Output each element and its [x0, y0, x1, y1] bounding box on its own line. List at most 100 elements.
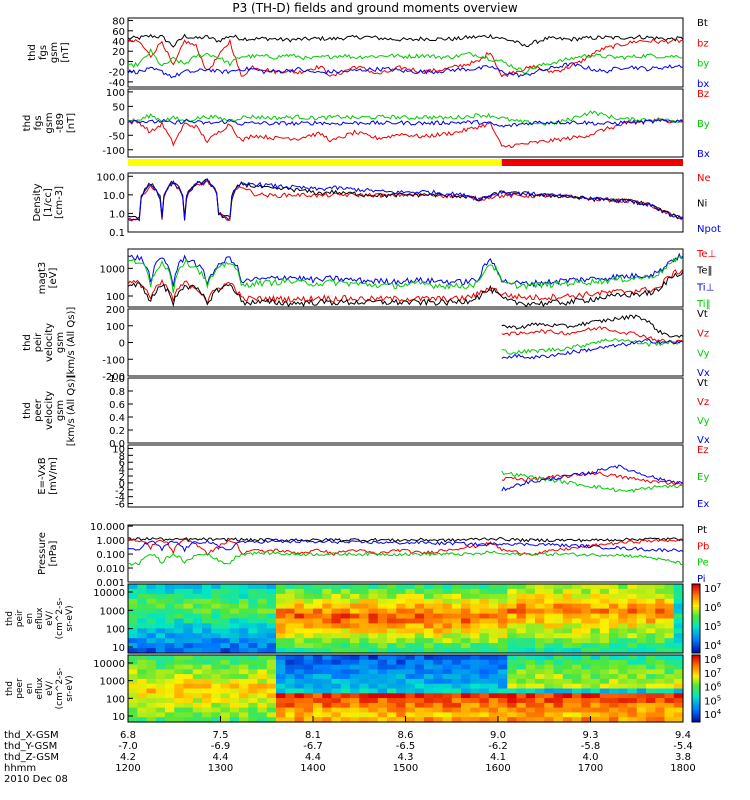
spectrogram-cell — [220, 588, 231, 595]
spectrogram-cell — [211, 608, 222, 615]
spectrogram-cell — [331, 603, 342, 610]
spectrogram-cell — [359, 717, 370, 723]
x-tick-label: 7.5 — [213, 730, 229, 741]
spectrogram-cell — [451, 655, 462, 661]
spectrogram-cell — [646, 643, 656, 649]
y-tick-label: 10 — [112, 712, 125, 723]
spectrogram-cell — [294, 712, 305, 718]
spectrogram-cell — [488, 598, 499, 605]
spectrogram-cell — [387, 593, 397, 600]
spectrogram-cell — [322, 669, 333, 675]
spectrogram-cell — [350, 674, 360, 680]
spectrogram-cell — [636, 674, 647, 680]
spectrogram-cell — [396, 593, 407, 600]
spectrogram-cell — [553, 683, 564, 690]
spectrogram-cell — [599, 618, 610, 624]
spectrogram-cell — [461, 664, 471, 670]
colorbar-cell — [692, 646, 700, 649]
spectrogram-cell — [405, 638, 416, 644]
spectrogram-cell — [396, 598, 407, 605]
spectrogram-cell — [396, 655, 407, 661]
spectrogram-cell — [451, 664, 462, 670]
spectrogram-cell — [377, 707, 388, 713]
spectrogram-cell — [553, 593, 564, 600]
spectrogram-cell — [137, 655, 148, 661]
spectrogram-cell — [211, 588, 222, 595]
spectrogram-cell — [331, 669, 342, 675]
spectrogram-cell — [507, 633, 518, 639]
y-tick-label: 0 — [119, 57, 125, 68]
legend-label: By — [697, 119, 710, 130]
spectrogram-cell — [303, 633, 314, 639]
spectrogram-cell — [174, 584, 185, 590]
spectrogram-cell — [220, 707, 231, 713]
spectrogram-cell — [618, 717, 629, 723]
spectrogram-cell — [257, 717, 268, 723]
spectrogram-cell — [294, 702, 305, 709]
spectrogram-cell — [461, 659, 471, 666]
spectrogram-cell — [165, 693, 175, 699]
spectrogram-cell — [590, 608, 601, 615]
spectrogram-cell — [239, 618, 249, 624]
spectrogram-cell — [618, 707, 629, 713]
spectrogram-cell — [202, 659, 212, 666]
spectrogram-cell — [424, 638, 434, 644]
spectrogram-cell — [220, 613, 231, 620]
spectrogram-cell — [322, 702, 333, 709]
spectrogram-cell — [664, 702, 675, 709]
spectrogram-cell — [479, 618, 490, 624]
spectrogram-cell — [525, 643, 536, 649]
spectrogram-cell — [646, 618, 656, 624]
y-tick-label: -40 — [109, 78, 125, 89]
spectrogram-cell — [544, 655, 555, 661]
spectrogram-cell — [192, 669, 203, 675]
spectrogram-cell — [137, 588, 148, 595]
spectrogram-cell — [618, 702, 629, 709]
y-axis-label: gsm — [55, 400, 66, 421]
spectrogram-cell — [507, 638, 518, 644]
spectrogram-cell — [553, 633, 564, 639]
spectrogram-cell — [470, 593, 481, 600]
colorbar-label: 107 — [704, 667, 721, 680]
spectrogram-cell — [433, 712, 444, 718]
y-tick-label: 1.0 — [109, 374, 125, 385]
spectrogram-cell — [609, 603, 619, 610]
spectrogram-cell — [239, 655, 249, 661]
spectrogram-cell — [387, 717, 397, 723]
y-tick-label: -20 — [109, 68, 125, 79]
spectrogram-cell — [488, 628, 499, 634]
spectrogram-cell — [433, 717, 444, 723]
spectrogram-cell — [655, 674, 666, 680]
spectrogram-cell — [488, 584, 499, 590]
y-axis-label: [eV] — [48, 268, 59, 289]
colorbar-cell — [692, 648, 700, 652]
spectrogram-cell — [229, 674, 240, 680]
spectrogram-cell — [294, 698, 305, 704]
spectrogram-cell — [498, 618, 508, 624]
spectrogram-cell — [618, 674, 629, 680]
spectrogram-cell — [544, 623, 555, 629]
spectrogram-cell — [266, 598, 277, 605]
spectrogram-cell — [155, 588, 166, 595]
spectrogram-cell — [266, 638, 277, 644]
spectrogram-cell — [192, 659, 203, 666]
spectrogram-cell — [257, 608, 268, 615]
y-tick-label: 10 — [112, 444, 125, 455]
spectrogram-cell — [155, 678, 166, 685]
spectrogram-cell — [257, 598, 268, 605]
spectrogram-cell — [479, 588, 490, 595]
spectrogram-cell — [155, 683, 166, 690]
legend-label: Ne — [697, 173, 711, 184]
spectrogram-cell — [368, 584, 379, 590]
spectrogram-cell — [313, 693, 323, 699]
spectrogram-cell — [599, 688, 610, 694]
spectrogram-cell — [488, 618, 499, 624]
spectrogram-cell — [498, 598, 508, 605]
spectrogram-cell — [331, 648, 342, 654]
spectrogram-cell — [294, 588, 305, 595]
spectrogram-cell — [202, 688, 212, 694]
spectrogram-cell — [294, 707, 305, 713]
spectrogram-cell — [609, 678, 619, 685]
spectrogram-cell — [174, 655, 185, 661]
spectrogram-cell — [609, 674, 619, 680]
